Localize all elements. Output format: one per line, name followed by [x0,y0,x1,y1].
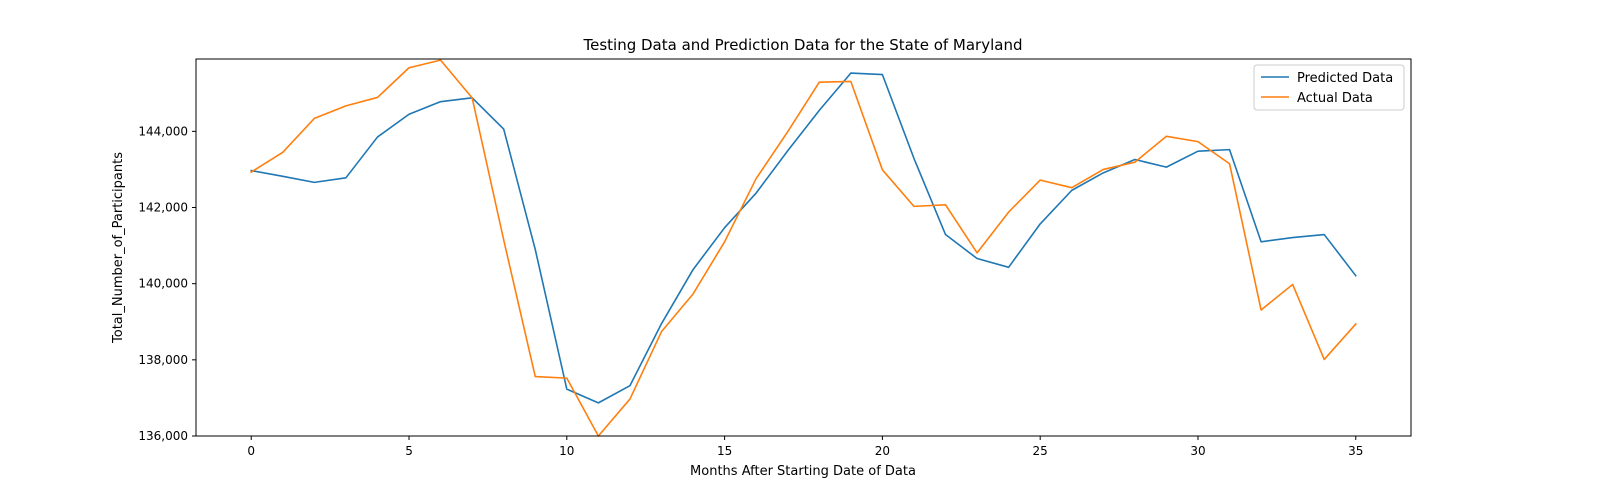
legend-box [1253,64,1405,111]
y-tick-label: 136,000 [138,429,188,443]
x-tick-label: 15 [717,444,732,458]
x-axis: 0 5 10 15 20 25 30 35 [247,436,1363,458]
y-tick-label: 142,000 [138,201,188,215]
x-tick-label: 20 [875,444,890,458]
x-axis-label: Months After Starting Date of Data [690,464,916,479]
y-axis-label: Total_Number_of_Participants [111,152,126,344]
x-tick-label: 35 [1348,444,1363,458]
series-line-predicted-data [250,72,1357,404]
legend: Predicted Data Actual Data [1253,64,1405,111]
x-tick-label: 25 [1033,444,1048,458]
series-line-actual-data [250,59,1357,437]
chart-title: Testing Data and Prediction Data for the… [583,36,1023,54]
x-tick-label: 10 [559,444,574,458]
legend-label: Predicted Data [1297,71,1393,86]
y-tick-label: 140,000 [138,277,188,291]
legend-label: Actual Data [1297,91,1373,106]
x-tick-label: 0 [247,444,255,458]
x-tick-label: 30 [1190,444,1205,458]
x-tick-label: 5 [405,444,413,458]
plot-series [250,59,1357,437]
y-axis: 136,000 138,000 140,000 142,000 144,000 [138,124,196,443]
y-tick-label: 138,000 [138,353,188,367]
y-tick-label: 144,000 [138,124,188,138]
plot-frame [195,58,1412,437]
